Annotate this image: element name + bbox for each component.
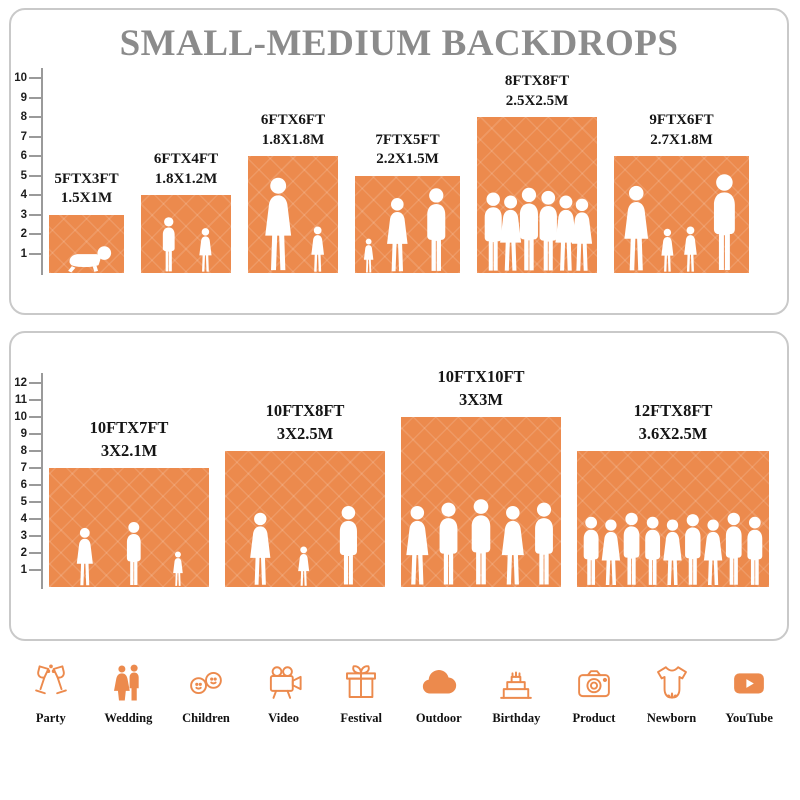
newborn-icon [656, 666, 687, 699]
size-feet: 5FTX3FT [54, 170, 119, 187]
video-icon [269, 666, 302, 699]
size-feet: 12FTX8FT [633, 401, 713, 421]
backdrop-size-label: 6FTX4FT 1.8X1.2M [154, 150, 218, 189]
category-label: Video [268, 711, 299, 725]
page-title: SMALL-MEDIUM BACKDROPS [119, 23, 679, 64]
size-meters: 2.5X2.5M [505, 92, 569, 109]
ruler-feet-bottom: 1 2 3 4 5 6 7 8 9 10 11 12 [14, 373, 48, 589]
product-icon [578, 670, 610, 698]
backdrop-swatch [477, 117, 597, 273]
people-silhouettes [406, 499, 553, 585]
backdrop-size-label: 10FTX10FT 3X3M [437, 366, 524, 411]
backdrop-size-label: 8FTX8FT 2.5X2.5M [505, 72, 569, 111]
size-meters: 2.2X1.5M [376, 151, 439, 167]
backdrop-size-label: 7FTX5FT 2.2X1.5M [375, 131, 439, 170]
category-label: Newborn [646, 711, 697, 725]
people-silhouettes [583, 512, 763, 585]
backdrop-swatch [614, 156, 749, 273]
panel-small-medium: SMALL-MEDIUM BACKDROPS 1 2 3 4 5 6 7 8 9 10 5FTX3… [9, 8, 789, 315]
backdrop-swatch [401, 417, 561, 587]
category-label: Children [182, 711, 230, 725]
category-birthday: Birthday [478, 662, 556, 726]
backdrop-block-5x3: 5FTX3FT 1.5X1M [49, 170, 124, 273]
people-silhouettes [250, 505, 357, 586]
category-newborn: Newborn [633, 662, 711, 726]
size-meters: 3X2.1M [100, 440, 158, 460]
category-row: Party Wedding Children [12, 662, 788, 726]
size-feet: 10FTX7FT [89, 418, 169, 438]
backdrop-block-9x6: 9FTX6FT 2.7X1.8M [614, 111, 749, 273]
panel-large: 1 2 3 4 5 6 7 8 9 10 11 12 10FTX7FT 3X2.1M 10FTX8FT… [9, 331, 789, 641]
category-label: Wedding [104, 711, 153, 725]
backdrop-swatch [49, 214, 124, 273]
size-chart-bottom: 10FTX7FT 3X2.1M 10FTX8FT 3X2.5M 10FT [49, 366, 769, 587]
youtube-icon [734, 673, 765, 694]
size-meters: 3X3M [459, 389, 503, 409]
backdrop-swatch [577, 451, 769, 587]
festival-icon [346, 665, 377, 698]
size-meters: 3X2.5M [276, 423, 334, 443]
backdrop-block-7x5: 7FTX5FT 2.2X1.5M [355, 131, 460, 273]
birthday-icon [500, 671, 533, 699]
size-meters: 1.8X1.2M [154, 170, 218, 187]
backdrop-block-6x6: 6FTX6FT 1.8X1.8M [248, 111, 338, 273]
people-silhouettes [265, 177, 324, 272]
category-party: Party [12, 662, 90, 726]
size-feet: 6FTX4FT [153, 151, 219, 167]
category-label: Party [35, 711, 66, 725]
children-icon [190, 671, 222, 695]
party-icon [34, 664, 67, 695]
backdrop-block-12x8: 12FTX8FT 3.6X2.5M [577, 400, 769, 587]
size-chart-top: 5FTX3FT 1.5X1M 6FTX4FT 1.8X1.2M 6FTX [49, 72, 749, 273]
backdrop-swatch [225, 451, 385, 587]
category-label: YouTube [725, 711, 773, 725]
backdrop-size-label: 6FTX6FT 1.8X1.8M [261, 111, 325, 150]
category-outdoor: Outdoor [400, 662, 478, 726]
size-feet: 9FTX6FT [649, 112, 714, 128]
size-meters: 2.7X1.8M [650, 131, 713, 148]
people-silhouettes [484, 187, 593, 271]
size-feet: 10FTX10FT [437, 367, 525, 387]
backdrop-size-label: 9FTX6FT 2.7X1.8M [649, 111, 713, 150]
backdrop-size-label: 5FTX3FT 1.5X1M [54, 170, 118, 209]
ruler-feet-top: 1 2 3 4 5 6 7 8 9 10 [14, 68, 48, 275]
size-meters: 3.6X2.5M [638, 423, 708, 443]
backdrop-swatch [141, 195, 231, 273]
backdrop-swatch [248, 156, 338, 273]
backdrop-size-label: 10FTX8FT 3X2.5M [266, 400, 345, 445]
category-wedding: Wedding [90, 662, 168, 726]
size-feet: 10FTX8FT [265, 401, 345, 421]
category-label: Festival [340, 711, 382, 725]
backdrop-block-8x8: 8FTX8FT 2.5X2.5M [477, 72, 597, 273]
backdrop-swatch [355, 175, 460, 273]
category-children: Children [167, 662, 245, 726]
people-silhouettes [624, 174, 735, 272]
size-feet: 8FTX8FT [504, 73, 570, 89]
people-silhouettes [162, 217, 212, 272]
size-meters: 1.5X1M [60, 190, 113, 206]
category-video: Video [245, 662, 323, 726]
people-silhouettes [363, 187, 446, 272]
size-feet: 7FTX5FT [375, 131, 440, 148]
people-silhouettes [76, 521, 183, 586]
backdrop-swatch [49, 468, 209, 587]
category-product: Product [555, 662, 633, 726]
size-feet: 6FTX6FT [260, 112, 326, 128]
category-youtube: YouTube [710, 662, 788, 726]
outdoor-icon [422, 670, 456, 694]
category-label: Outdoor [415, 711, 462, 725]
category-label: Product [572, 711, 616, 725]
backdrop-block-10x10: 10FTX10FT 3X3M [401, 366, 561, 587]
backdrop-size-label: 12FTX8FT 3.6X2.5M [634, 400, 713, 445]
backdrop-size-label: 10FTX7FT 3X2.1M [90, 417, 169, 462]
backdrop-block-10x8: 10FTX8FT 3X2.5M [225, 400, 385, 587]
people-silhouettes [68, 245, 112, 272]
backdrop-block-6x4: 6FTX4FT 1.8X1.2M [141, 150, 231, 273]
backdrop-block-10x7: 10FTX7FT 3X2.1M [49, 417, 209, 587]
category-label: Birthday [492, 711, 541, 725]
category-festival: Festival [322, 662, 400, 726]
wedding-icon [114, 664, 140, 701]
size-meters: 1.8X1.8M [261, 131, 325, 148]
